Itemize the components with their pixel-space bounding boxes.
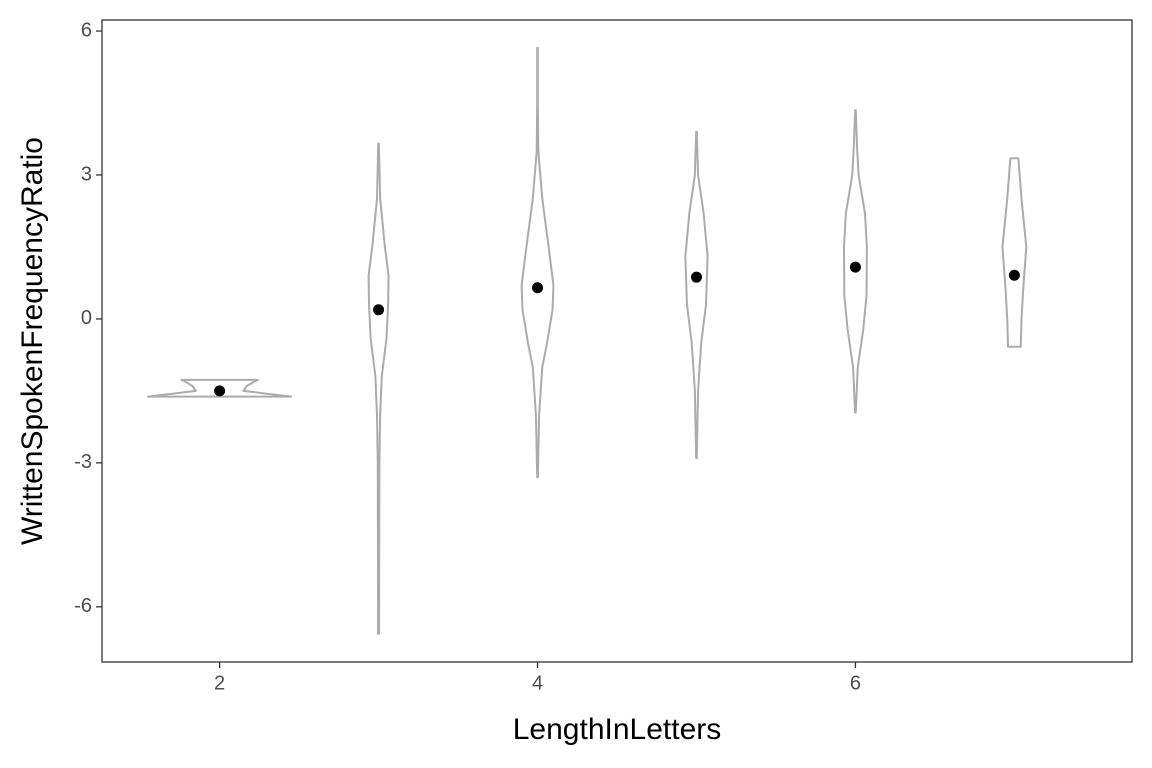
violin-right — [377, 142, 390, 635]
mean-point — [214, 385, 226, 397]
x-tick-label: 6 — [850, 672, 861, 694]
violin-right — [1014, 157, 1028, 348]
mean-point — [373, 304, 385, 316]
violin-right — [219, 378, 293, 398]
violin-left — [367, 142, 380, 635]
mean-point — [1008, 269, 1020, 281]
violin-right — [854, 109, 868, 414]
violin-left — [147, 378, 220, 398]
violin-right — [536, 46, 555, 479]
violin-left — [520, 46, 539, 479]
x-tick-label: 4 — [532, 672, 543, 694]
y-tick-label: 0 — [81, 307, 92, 329]
violin-left — [684, 130, 698, 460]
mean-point — [532, 282, 544, 294]
mean-point — [849, 261, 861, 273]
x-axis-title: LengthInLetters — [513, 713, 722, 746]
x-tick-label: 2 — [214, 672, 225, 694]
y-axis-title: WrittenSpokenFrequencyRatio — [16, 137, 49, 545]
y-tick-label: 6 — [81, 19, 92, 41]
y-tick-label: 3 — [81, 163, 92, 185]
y-tick-label: -3 — [74, 451, 92, 473]
violin-left — [842, 109, 857, 414]
violin-right — [695, 130, 709, 460]
violin-left — [1001, 157, 1015, 348]
mean-point — [690, 271, 702, 283]
y-tick-label: -6 — [74, 595, 92, 617]
plot-panel — [101, 19, 1133, 663]
